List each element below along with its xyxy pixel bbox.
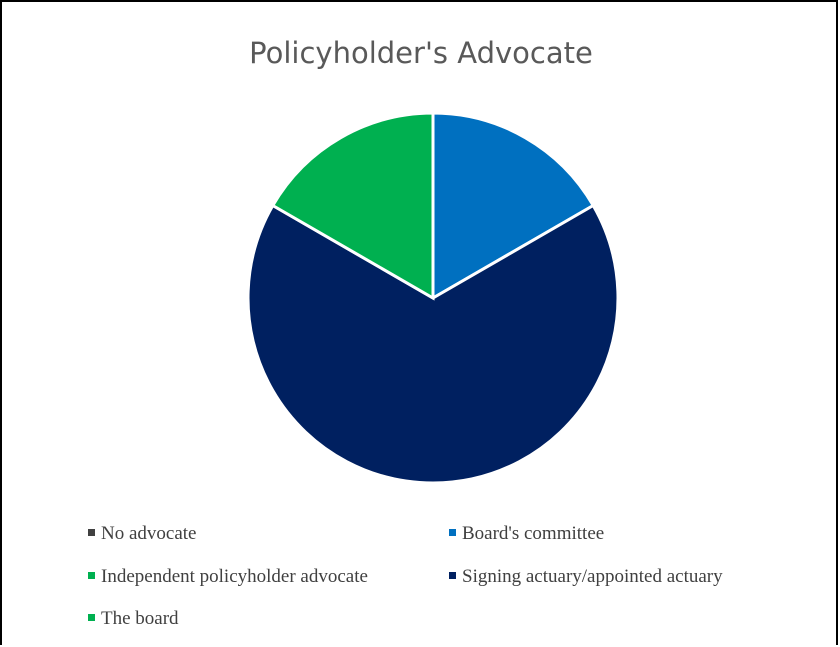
legend-swatch-signing-actuary <box>449 572 456 580</box>
legend-label-independent-advocate: Independent policyholder advocate <box>101 566 368 587</box>
legend-item-signing-actuary: Signing actuary/appointed actuary <box>449 565 723 589</box>
pie-slice-board-s-committee <box>431 111 596 301</box>
legend-item-no-advocate: No advocate <box>88 522 196 546</box>
legend-item-boards-committee: Board's committee <box>449 522 604 546</box>
legend-label-signing-actuary: Signing actuary/appointed actuary <box>462 566 723 587</box>
legend-label-the-board: The board <box>101 608 179 629</box>
legend-swatch-boards-committee <box>449 529 456 537</box>
pie-slice-the-board <box>270 111 435 301</box>
chart-title: Policyholder's Advocate <box>249 36 593 70</box>
legend-item-the-board: The board <box>88 607 179 631</box>
legend-label-no-advocate: No advocate <box>101 523 197 544</box>
legend-swatch-no-advocate <box>88 529 95 537</box>
legend-item-independent-advocate: Independent policyholder advocate <box>88 565 368 589</box>
pie-slice-signing-actuary-appointed-actuary <box>246 203 620 485</box>
legend-label-boards-committee: Board's committee <box>462 523 605 544</box>
legend-swatch-the-board <box>88 614 95 622</box>
legend-swatch-independent-advocate <box>88 572 95 580</box>
